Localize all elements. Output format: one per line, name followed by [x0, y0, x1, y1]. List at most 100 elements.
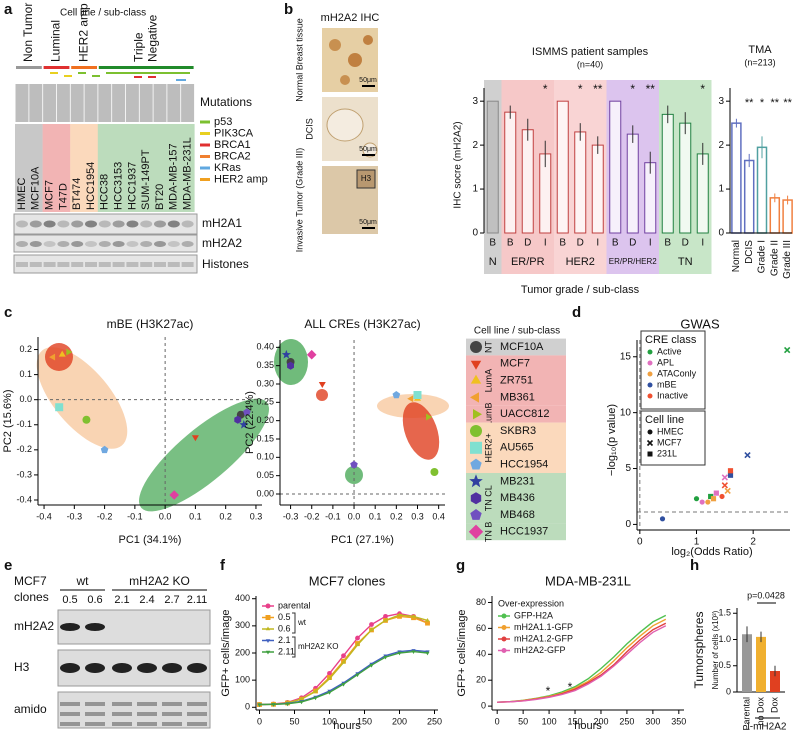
band — [162, 722, 182, 726]
legend-marker — [501, 648, 507, 653]
x-tick-label: D — [577, 238, 584, 249]
point — [708, 493, 714, 500]
bar — [591, 144, 604, 234]
point — [705, 499, 711, 505]
cell-line: MDA-MB-231L — [182, 137, 194, 210]
tissue — [329, 39, 341, 51]
y-tick-label: 0 — [625, 519, 631, 530]
panel-label: h — [690, 557, 699, 574]
header-box — [98, 84, 112, 122]
group-band — [42, 124, 71, 212]
legend-label: 0.5 — [278, 612, 291, 622]
cluster — [36, 347, 128, 449]
x-tick-label: 0.3 — [250, 511, 263, 521]
point — [239, 420, 249, 429]
image-label: DCIS — [304, 118, 314, 140]
label: Number of cells (x10³) — [711, 610, 720, 689]
x-tick-label: I — [596, 238, 599, 249]
bar — [769, 197, 781, 234]
band — [137, 722, 157, 726]
annotation: * — [546, 684, 551, 698]
point — [281, 349, 291, 359]
cell-line: MCF10A — [30, 166, 42, 210]
y-tick-label: -0.4 — [16, 494, 32, 504]
group-bar — [71, 66, 97, 69]
y-tick-label: 5 — [625, 463, 631, 474]
y-tick-label: 0.40 — [256, 342, 274, 352]
legend-label: mBE — [657, 379, 677, 389]
point — [430, 468, 439, 476]
y-tick-label: 0.00 — [256, 488, 274, 498]
legend-marker — [470, 441, 482, 454]
group-label: ER/PR — [511, 256, 545, 268]
tissue — [348, 53, 362, 67]
band — [162, 663, 182, 673]
blot-label: Histones — [202, 257, 249, 271]
point — [397, 651, 402, 656]
group-band — [97, 124, 195, 212]
point — [727, 468, 734, 474]
point — [341, 683, 346, 687]
legend-marker — [468, 524, 484, 539]
x-tick-label: D — [682, 238, 689, 249]
y-tick-label: 10 — [620, 407, 632, 418]
point — [413, 391, 422, 399]
band — [85, 663, 105, 673]
group-label: HER2 amp — [76, 3, 90, 62]
band — [187, 722, 207, 726]
clone-label: 0.5 — [62, 594, 77, 606]
x-tick-label: 200 — [593, 716, 608, 726]
cell-line: MDA-MB-157 — [168, 143, 180, 210]
point — [82, 415, 91, 424]
y-tick-label: 0.05 — [256, 470, 274, 480]
label: (n=40) — [577, 59, 603, 69]
point — [58, 350, 66, 357]
y-tick-label: 60 — [476, 623, 486, 633]
point — [341, 653, 346, 659]
band — [187, 712, 207, 716]
bar — [756, 636, 766, 692]
point — [327, 676, 332, 680]
label: CRE class — [645, 334, 697, 346]
legend-marker — [470, 341, 482, 353]
label: MCF7 clones — [309, 573, 386, 588]
band — [85, 712, 105, 716]
label: MDA-MB-231L — [545, 573, 631, 588]
point — [299, 700, 304, 705]
y-tick-label: 0.10 — [256, 452, 274, 462]
legend-marker — [470, 425, 482, 437]
y-tick-label: 0 — [245, 702, 250, 712]
legend-label: mH2A1.2-GFP — [514, 633, 573, 643]
cell-line: HCC38 — [99, 174, 111, 210]
point — [713, 490, 719, 496]
image-label: Invasive Tumor (Grade III) — [294, 148, 304, 253]
label: Cell line / sub-class — [474, 326, 560, 337]
legend-label: mH2A1.1-GFP — [514, 622, 573, 632]
y-tick-label: 3 — [472, 96, 478, 107]
legend-label: KRas — [214, 162, 241, 174]
band — [85, 623, 105, 631]
legend-label: 2.1 — [278, 635, 291, 645]
bar — [731, 122, 742, 234]
point — [327, 670, 332, 676]
legend-band — [466, 422, 566, 473]
x-tick-label: -0.2 — [97, 511, 113, 521]
point — [724, 487, 731, 495]
x-tick-label: -0.1 — [325, 511, 341, 521]
x-tick-label: 0.1 — [369, 511, 382, 521]
blot-label: amido — [14, 702, 47, 716]
group-label: i-mH2A2 — [748, 722, 787, 732]
point — [710, 496, 717, 502]
x-tick-label: 0.0 — [348, 511, 361, 521]
point — [383, 613, 388, 619]
legend-marker — [647, 371, 653, 377]
y-tick-label: -0.3 — [16, 469, 32, 479]
point — [285, 702, 290, 707]
x-tick-label: 100 — [542, 716, 557, 726]
label: GFP+ cells/image — [456, 609, 468, 696]
point — [299, 696, 304, 701]
legend-label: MB468 — [500, 509, 535, 521]
x-tick-label: D — [629, 238, 636, 249]
legend-marker — [470, 458, 482, 470]
line — [497, 625, 667, 703]
